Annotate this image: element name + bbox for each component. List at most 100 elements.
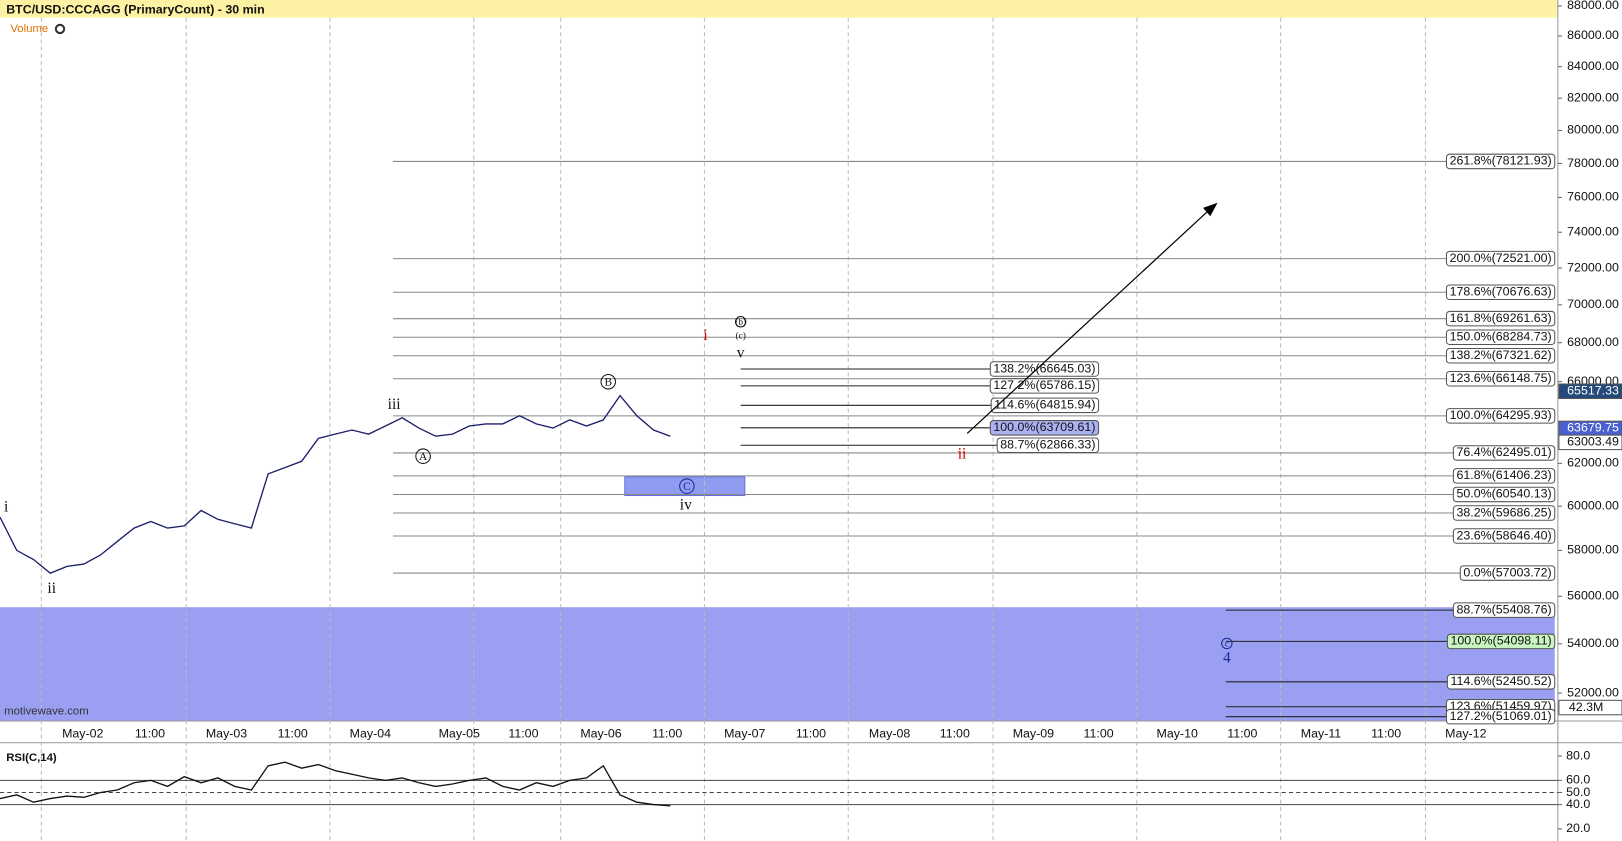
wave-label: i [4,498,9,515]
x-tick-label: 11:00 [278,727,308,741]
y-tick-label: 52000.00 [1567,685,1619,699]
wave-label: i [703,327,708,344]
fib-label-box [1445,408,1556,424]
fib-label-box [989,378,1100,394]
y-tick-label: 56000.00 [1567,589,1619,603]
wave-label: v [737,344,745,361]
fib-label: 114.6%(52450.52) [1450,674,1551,688]
x-tick-label: 11:00 [796,727,826,741]
fib-label: 23.6%(58646.40) [1456,528,1551,542]
fib-label: 200.0%(72521.00) [1450,251,1552,265]
wave-label: (b) [735,317,746,328]
price-line [0,394,671,574]
fib-label-box [1445,284,1556,301]
y-tick-label: 70000.00 [1567,297,1619,311]
plot [0,394,671,807]
y-tick-label: 86000.00 [1567,28,1619,42]
price-tag-label: 65517.33 [1567,384,1619,398]
rsi-title: RSI(C,14) [6,752,57,764]
x-tick-label: May-10 [1157,727,1198,741]
x-tick-label: May-05 [439,727,480,741]
x-tick-label: May-02 [62,727,103,741]
fib-label: 123.6%(66148.75) [1450,371,1552,385]
fib-label-box [1445,348,1556,364]
settings-icon[interactable] [54,23,66,35]
fib-label-box [1445,370,1556,387]
fib-label-box [1445,250,1556,267]
y-tick-label: 72000.00 [1567,260,1619,274]
fib-label: 38.2%(59686.25) [1456,505,1551,519]
fib-label: 150.0%(68284.73) [1450,330,1552,344]
wave-label: C [683,481,691,493]
title-bar [0,0,1558,18]
wave-circle [600,373,617,390]
x-tick-label: 11:00 [135,727,165,741]
price-tag-label: 63003.49 [1567,435,1619,449]
fib-label-box [1452,468,1556,484]
x-tick-label: 11:00 [652,727,682,741]
fib-levels: 261.8%(78121.93) 200.0%(72521.00) 178.6%(7… [393,153,1622,725]
fib-label: 178.6%(70676.63) [1450,285,1552,299]
y-tick-label: 58000.00 [1567,543,1619,557]
fib-label: 261.8%(78121.93) [1450,154,1552,168]
wave-label: iii [388,396,402,413]
wave-label: iv [680,496,692,513]
fib-label-box [1452,505,1556,521]
volume-label[interactable]: Volume [10,23,48,35]
x-tick-label: 11:00 [940,727,970,741]
fib-label: 61.8%(61406.23) [1456,468,1551,482]
wave-circle [734,316,747,328]
y-tick-label: 80000.00 [1567,123,1619,137]
fib-label-highlight [1446,633,1556,650]
chart-title: BTC/USD:CCCAGG (PrimaryCount) - 30 min [6,3,264,17]
rsi-tick-label: 60.0 [1566,773,1590,787]
fib-label: 161.8%(69261.63) [1450,311,1552,325]
fib-label-box [990,397,1100,414]
wave-circle [415,448,431,464]
rsi-line [0,761,671,807]
x-tick-label: 11:00 [1084,727,1114,741]
fib-label: 0.0%(57003.72) [1463,565,1551,579]
x-tick-label: 11:00 [1227,727,1257,741]
projection-arrow [966,208,1211,434]
x-tick-label: May-07 [724,727,765,741]
fib-label-box [1452,445,1556,461]
y-tick-label: 54000.00 [1567,636,1619,650]
x-tick-label: May-03 [206,727,247,741]
fib-label: 76.4%(62495.01) [1456,445,1551,459]
rsi-tick-label: 80.0 [1566,748,1590,762]
fib-label: 138.2%(66645.03) [993,361,1095,375]
fib-label: 100.0%(64295.93) [1450,408,1552,422]
fib-label: 138.2%(67321.62) [1450,348,1552,362]
rsi-tick-label: 50.0 [1566,785,1590,799]
x-tick-label: May-08 [869,727,910,741]
target-zone [624,476,746,497]
x-tick-label: 11:00 [508,727,538,741]
y-tick-label: 84000.00 [1567,59,1619,73]
wave-label: (c) [735,330,745,341]
y-tick-label: 68000.00 [1567,335,1619,349]
x-tick-label: 11:00 [1371,727,1401,741]
price-tag-label: 63679.75 [1567,421,1619,435]
fib-label: 88.7%(62866.33) [1000,437,1095,451]
rsi-tick-label: 40.0 [1566,797,1590,811]
fib-label-highlight [989,420,1100,436]
rsi-tick-label: 20.0 [1566,821,1590,835]
wave-label: B [604,376,612,388]
wave-label: 4 [1223,650,1231,667]
fib-label: 88.7%(55408.76) [1456,602,1551,616]
price-tag [1558,383,1622,400]
fib-label: 50.0%(60540.13) [1456,487,1551,501]
fib-label: 100.0%(54098.11) [1450,634,1551,648]
fib-label-box [996,437,1100,453]
wave-label: A [419,451,428,463]
y-tick-label: 74000.00 [1567,225,1619,239]
wave-circle [679,478,695,494]
wave-label: ii [47,580,56,597]
x-tick-label: May-04 [350,727,391,741]
x-tick-label: May-09 [1013,727,1054,741]
